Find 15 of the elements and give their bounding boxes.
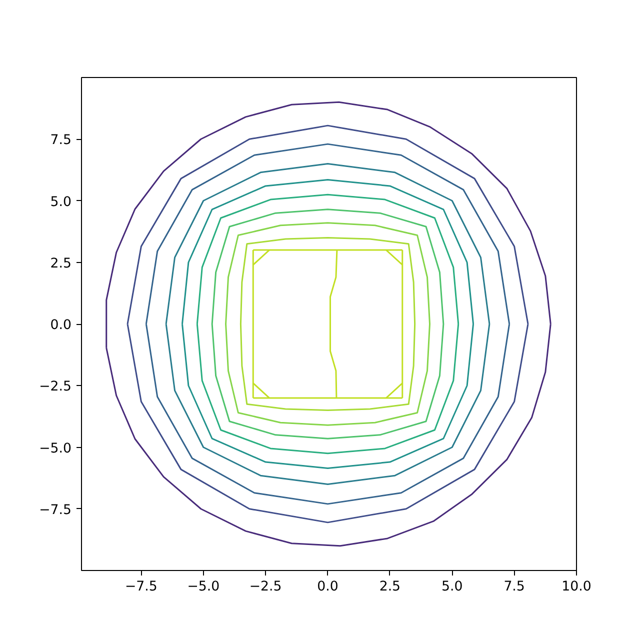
x-tick-label: 2.5 — [379, 580, 401, 594]
x-tick-label: −5.0 — [187, 580, 220, 594]
y-tick-label: −2.5 — [39, 380, 72, 395]
y-tick-label: 2.5 — [50, 256, 72, 272]
x-tick-label: 5.0 — [442, 580, 463, 594]
y-tick-label: 7.5 — [50, 133, 72, 148]
y-tick-label: 0.0 — [50, 318, 72, 333]
y-tick-label: −7.5 — [39, 502, 72, 518]
x-tick-label: 0.0 — [317, 580, 338, 594]
x-tick-label: −7.5 — [125, 580, 158, 594]
x-tick-label: 7.5 — [504, 580, 525, 594]
y-tick-label: 5.0 — [50, 194, 72, 210]
x-tick-label: −2.5 — [249, 580, 282, 594]
y-tick-label: −5.0 — [39, 441, 72, 456]
x-tick-label: 10.0 — [562, 580, 592, 594]
